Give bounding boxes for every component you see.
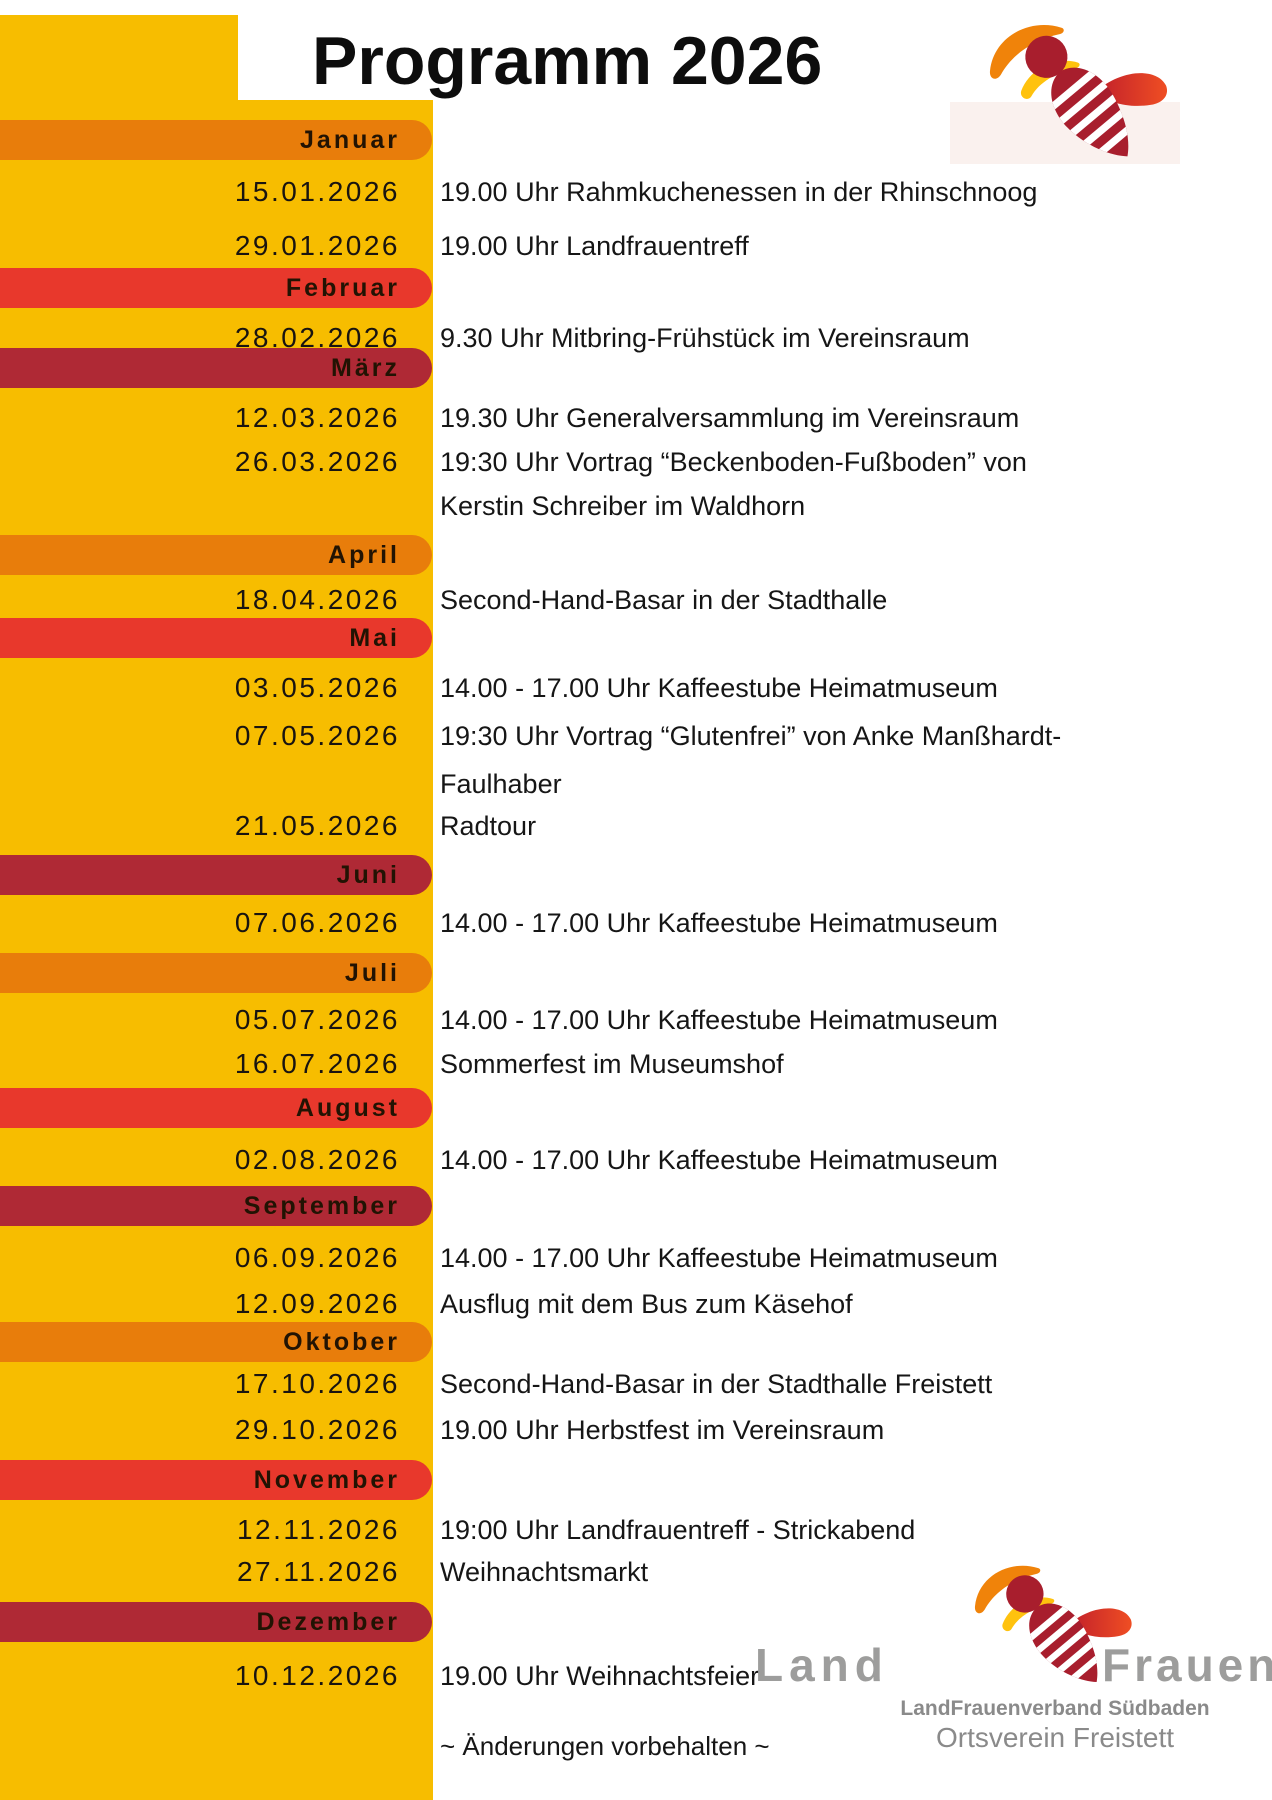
event-row-continuation: Kerstin Schreiber im Waldhorn	[0, 486, 1272, 526]
event-date: 17.10.2026	[234, 1368, 400, 1399]
event-text: 19:30 Uhr Vortrag “Beckenboden-Fußboden”…	[440, 447, 1027, 477]
event-date: 12.03.2026	[234, 402, 400, 433]
event-date: 28.02.2026	[234, 322, 400, 353]
event-row: 27.11.2026 Weihnachtsmarkt	[0, 1552, 1272, 1592]
event-text: 14.00 - 17.00 Uhr Kaffeestube Heimatmuse…	[440, 673, 998, 703]
month-label: Juli	[344, 959, 400, 987]
event-text: Second-Hand-Basar in der Stadthalle Frei…	[440, 1369, 993, 1399]
event-text: 9.30 Uhr Mitbring-Frühstück im Vereinsra…	[440, 323, 970, 353]
event-row: 10.12.2026 19.00 Uhr Weihnachtsfeier	[0, 1656, 1272, 1696]
event-date: 15.01.2026	[234, 176, 400, 207]
event-date: 02.08.2026	[234, 1144, 400, 1175]
month-pill-mai: Mai	[0, 618, 432, 658]
month-label: Oktober	[283, 1328, 400, 1356]
yellow-top-strip	[0, 15, 238, 100]
event-row: 12.09.2026 Ausflug mit dem Bus zum Käseho…	[0, 1284, 1272, 1324]
event-date: 29.01.2026	[234, 230, 400, 261]
month-pill-september: September	[0, 1186, 432, 1226]
month-label: März	[331, 354, 400, 382]
logo-word-frauen: Frauen	[1102, 1639, 1272, 1691]
month-label: August	[295, 1094, 400, 1122]
event-row: 29.01.2026 19.00 Uhr Landfrauentreff	[0, 226, 1272, 266]
event-date: 07.05.2026	[234, 720, 400, 751]
landfrauen-bee-icon	[975, 14, 1170, 179]
month-pill-august: August	[0, 1088, 432, 1128]
event-row: 26.03.2026 19:30 Uhr Vortrag “Beckenboden…	[0, 442, 1272, 482]
event-row: 16.07.2026 Sommerfest im Museumshof	[0, 1044, 1272, 1084]
event-row-continuation: Faulhaber	[0, 764, 1272, 804]
month-label: September	[243, 1192, 400, 1220]
event-row: 28.02.2026 9.30 Uhr Mitbring-Frühstück im…	[0, 318, 1272, 358]
month-pill-oktober: Oktober	[0, 1322, 432, 1362]
month-pill-april: April	[0, 535, 432, 575]
event-row: 12.03.2026 19.30 Uhr Generalversammlung i…	[0, 398, 1272, 438]
event-date: 12.09.2026	[234, 1288, 400, 1319]
month-label: Dezember	[256, 1608, 400, 1636]
event-text: Ausflug mit dem Bus zum Käsehof	[440, 1289, 853, 1319]
month-pill-januar: Januar	[0, 120, 432, 160]
event-date: 26.03.2026	[234, 446, 400, 477]
month-pill-juni: Juni	[0, 855, 432, 895]
event-row: 07.06.2026 14.00 - 17.00 Uhr Kaffeestube …	[0, 903, 1272, 943]
event-row: 06.09.2026 14.00 - 17.00 Uhr Kaffeestube …	[0, 1238, 1272, 1278]
event-text: 14.00 - 17.00 Uhr Kaffeestube Heimatmuse…	[440, 1243, 998, 1273]
month-pill-november: November	[0, 1460, 432, 1500]
event-date: 21.05.2026	[234, 810, 400, 841]
event-row: 21.05.2026 Radtour	[0, 806, 1272, 846]
event-date: 27.11.2026	[236, 1556, 400, 1587]
event-row: 02.08.2026 14.00 - 17.00 Uhr Kaffeestube …	[0, 1140, 1272, 1180]
event-date: 10.12.2026	[234, 1660, 400, 1691]
month-label: Januar	[300, 126, 400, 154]
event-text: Radtour	[440, 811, 537, 841]
event-text: 19.30 Uhr Generalversammlung im Vereinsr…	[440, 403, 1020, 433]
event-date: 07.06.2026	[234, 907, 400, 938]
event-text: 19:00 Uhr Landfrauentreff - Strickabend	[440, 1515, 916, 1545]
event-text: 14.00 - 17.00 Uhr Kaffeestube Heimatmuse…	[440, 908, 998, 938]
month-label: November	[253, 1466, 400, 1494]
page-title: Programm 2026	[312, 23, 823, 99]
event-row: 07.05.2026 19:30 Uhr Vortrag “Glutenfrei”…	[0, 716, 1272, 756]
event-date: 29.10.2026	[234, 1414, 400, 1445]
event-text: Weihnachtsmarkt	[440, 1557, 649, 1587]
event-text: 19.00 Uhr Weihnachtsfeier	[440, 1661, 760, 1691]
event-row: 15.01.2026 19.00 Uhr Rahmkuchenessen in d…	[0, 172, 1272, 212]
month-label: Februar	[285, 274, 400, 302]
event-text: 14.00 - 17.00 Uhr Kaffeestube Heimatmuse…	[440, 1005, 998, 1035]
event-text: Second-Hand-Basar in der Stadthalle	[440, 585, 888, 615]
event-text: Sommerfest im Museumshof	[440, 1049, 784, 1079]
event-row: 12.11.2026 19:00 Uhr Landfrauentreff - St…	[0, 1510, 1272, 1550]
month-pill-maerz: März	[0, 348, 432, 388]
event-row: 05.07.2026 14.00 - 17.00 Uhr Kaffeestube …	[0, 1000, 1272, 1040]
event-text: 19:30 Uhr Vortrag “Glutenfrei” von Anke …	[440, 721, 1062, 751]
event-row: 17.10.2026 Second-Hand-Basar in der Stadt…	[0, 1364, 1272, 1404]
month-pill-februar: Februar	[0, 268, 432, 308]
logo-word-land: Land	[755, 1639, 889, 1691]
month-pill-juli: Juli	[0, 953, 432, 993]
logo-association-line: LandFrauenverband Südbaden	[900, 1697, 1210, 1720]
landfrauen-bee-icon	[962, 1556, 1134, 1702]
event-text: 19.00 Uhr Rahmkuchenessen in der Rhinsch…	[440, 177, 1038, 207]
logo-chapter-line: Ortsverein Freistett	[935, 1722, 1175, 1753]
month-pill-dezember: Dezember	[0, 1602, 432, 1642]
changes-reserved-note: ~ Änderungen vorbehalten ~	[440, 1731, 770, 1761]
event-text: 19.00 Uhr Herbstfest im Vereinsraum	[440, 1415, 885, 1445]
event-row: 29.10.2026 19.00 Uhr Herbstfest im Verein…	[0, 1410, 1272, 1450]
event-date: 12.11.2026	[236, 1514, 400, 1545]
month-label: Mai	[349, 624, 400, 652]
event-date: 18.04.2026	[234, 584, 400, 615]
event-date: 05.07.2026	[234, 1004, 400, 1035]
event-date: 06.09.2026	[234, 1242, 400, 1273]
month-label: Juni	[336, 861, 400, 889]
event-text: Kerstin Schreiber im Waldhorn	[440, 491, 806, 521]
event-date: 16.07.2026	[234, 1048, 400, 1079]
event-row: 18.04.2026 Second-Hand-Basar in der Stadt…	[0, 580, 1272, 620]
event-text: Faulhaber	[440, 769, 562, 799]
event-text: 19.00 Uhr Landfrauentreff	[440, 231, 749, 261]
month-label: April	[328, 541, 400, 569]
event-text: 14.00 - 17.00 Uhr Kaffeestube Heimatmuse…	[440, 1145, 998, 1175]
event-date: 03.05.2026	[234, 672, 400, 703]
event-row: 03.05.2026 14.00 - 17.00 Uhr Kaffeestube …	[0, 668, 1272, 708]
